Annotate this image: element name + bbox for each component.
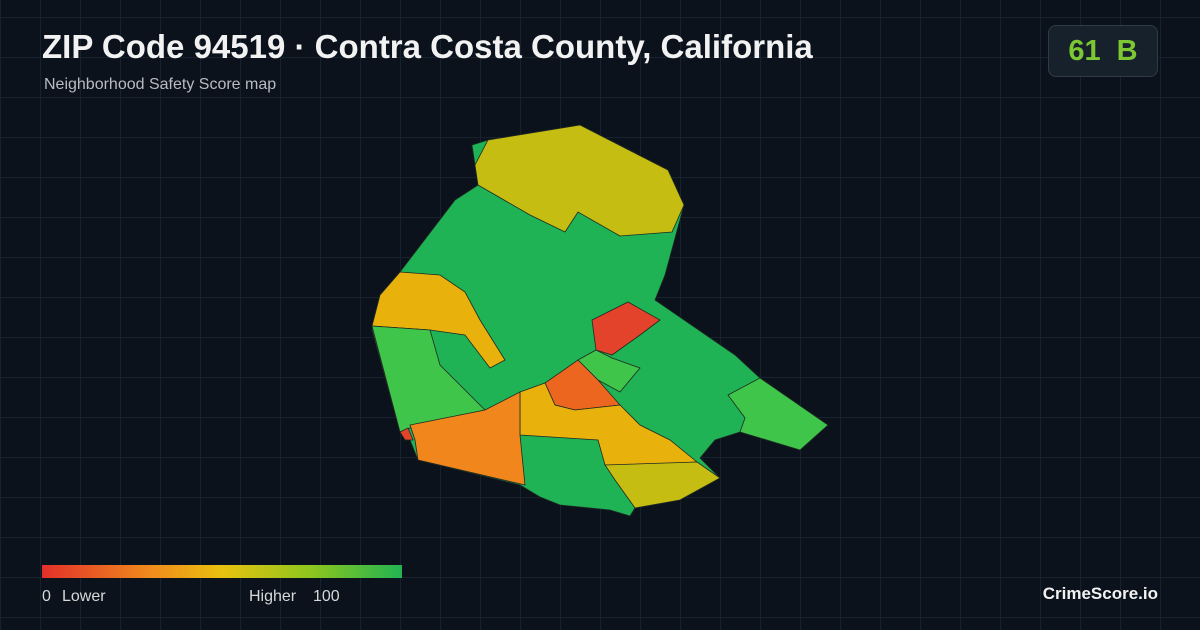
region <box>727 377 829 451</box>
region <box>474 124 685 237</box>
brand: CrimeScore.io <box>1042 584 1158 603</box>
region <box>399 427 414 441</box>
region <box>409 391 526 486</box>
region <box>604 461 721 509</box>
score: 61 <box>1068 34 1101 67</box>
legend-max-label: Higher <box>249 588 297 605</box>
title: ZIP Code 94519 · Contra Costa County, Ca… <box>42 28 813 65</box>
score-badge: 61 B <box>1048 25 1158 77</box>
legend-max: 100 <box>313 588 340 605</box>
region <box>371 271 506 369</box>
region <box>519 382 699 466</box>
grade: B <box>1116 34 1138 67</box>
subtitle: Neighborhood Safety Score map <box>44 76 277 93</box>
legend-min-label: Lower <box>62 588 106 605</box>
legend-gradient <box>42 565 402 578</box>
legend-min: 0 <box>42 588 51 605</box>
